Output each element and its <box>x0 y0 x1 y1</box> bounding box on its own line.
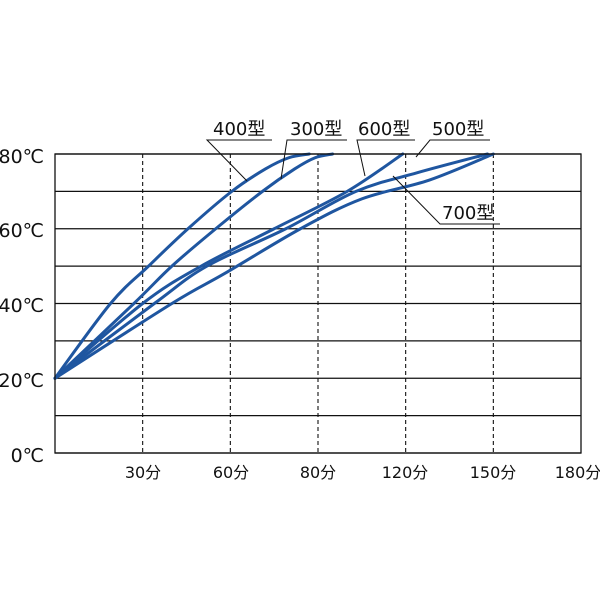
x-tick-label: 30分 <box>125 463 161 482</box>
series-line-400型 <box>53 152 311 380</box>
y-tick-label: 40℃ <box>0 295 44 317</box>
series-label-700: 700型 <box>442 203 494 224</box>
series-line-300型 <box>53 152 335 380</box>
y-tick-label: 20℃ <box>0 370 44 392</box>
plot-frame <box>54 153 582 454</box>
series-label-600: 600型 <box>358 119 410 140</box>
leader-line-600 <box>356 139 415 177</box>
series-label-500: 500型 <box>432 119 484 140</box>
y-tick-labels: 0℃ 20℃ 40℃ 60℃ 80℃ <box>0 146 44 467</box>
x-tick-label: 150分 <box>470 463 517 482</box>
series-annotations <box>205 139 500 225</box>
y-tick-label: 0℃ <box>11 445 44 467</box>
x-tick-label: 120分 <box>382 463 429 482</box>
y-tick-label: 60℃ <box>0 220 44 242</box>
leader-line-300 <box>280 139 347 180</box>
series-label-400: 400型 <box>213 119 265 140</box>
series-line-600型 <box>53 152 405 380</box>
x-tick-label: 80分 <box>300 463 336 482</box>
x-tick-label: 180分 <box>555 463 600 482</box>
x-tick-labels: 30分 60分 80分 120分 150分 180分 <box>125 463 600 482</box>
y-tick-label: 80℃ <box>0 146 44 168</box>
series-lines <box>53 152 495 380</box>
series-label-300: 300型 <box>290 119 342 140</box>
series-line-700型 <box>53 152 495 380</box>
leader-line-700 <box>392 175 500 225</box>
x-tick-label: 60分 <box>213 463 249 482</box>
leader-line-500 <box>415 139 490 158</box>
leader-line-400 <box>205 139 272 182</box>
series-line-500型 <box>53 152 489 380</box>
